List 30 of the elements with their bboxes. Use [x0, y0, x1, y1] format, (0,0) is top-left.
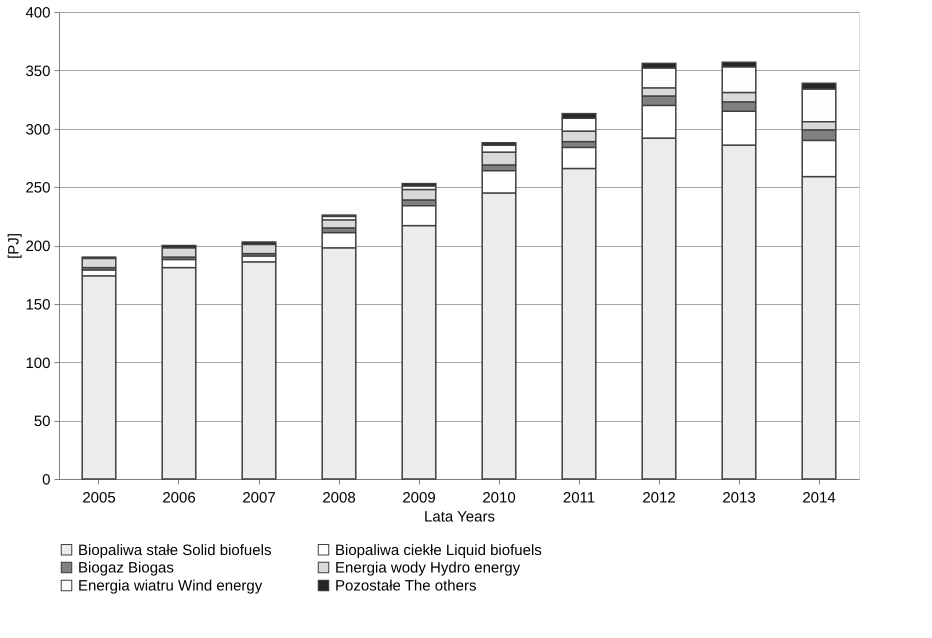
x-tick-label: 2005	[82, 490, 116, 506]
y-axis-title: [PJ]	[5, 233, 22, 259]
legend-label: Biopaliwa ciekłe Liquid biofuels	[335, 542, 542, 559]
y-tick-label: 350	[25, 62, 50, 80]
x-tick-label: 2013	[722, 490, 756, 506]
y-tick-label: 150	[25, 296, 50, 314]
x-tick-label: 2011	[562, 490, 596, 506]
bar	[81, 275, 117, 480]
x-tick-label: 2014	[802, 490, 836, 506]
legend-label: Biogaz Biogas	[78, 560, 174, 576]
y-tick-label: 200	[25, 238, 50, 255]
bar	[401, 182, 437, 187]
y-tick-label: 250	[25, 180, 50, 197]
x-tick-label: 2008	[322, 490, 356, 506]
x-axis-title: Lata Years	[424, 508, 495, 526]
y-tick-label: 300	[25, 121, 50, 138]
y-tick-label: 0	[42, 472, 50, 488]
x-tick-label: 2006	[162, 490, 196, 506]
y-tick-label: 400	[25, 4, 50, 22]
x-tick-label: 2007	[242, 490, 276, 506]
x-tick-label: 2012	[642, 490, 676, 506]
bar	[241, 261, 277, 480]
y-tick-label: 100	[25, 354, 50, 372]
legend-label: Energia wody Hydro energy	[335, 560, 521, 576]
legend-label: Biopaliwa stałe Solid biofuels	[78, 542, 272, 559]
x-tick-label: 2010	[482, 490, 516, 506]
y-tick-label: 50	[34, 413, 50, 430]
legend-label: Pozostałe The others	[335, 578, 476, 594]
x-tick-label: 2009	[402, 490, 436, 506]
legend-label: Energia wiatru Wind energy	[78, 578, 263, 594]
